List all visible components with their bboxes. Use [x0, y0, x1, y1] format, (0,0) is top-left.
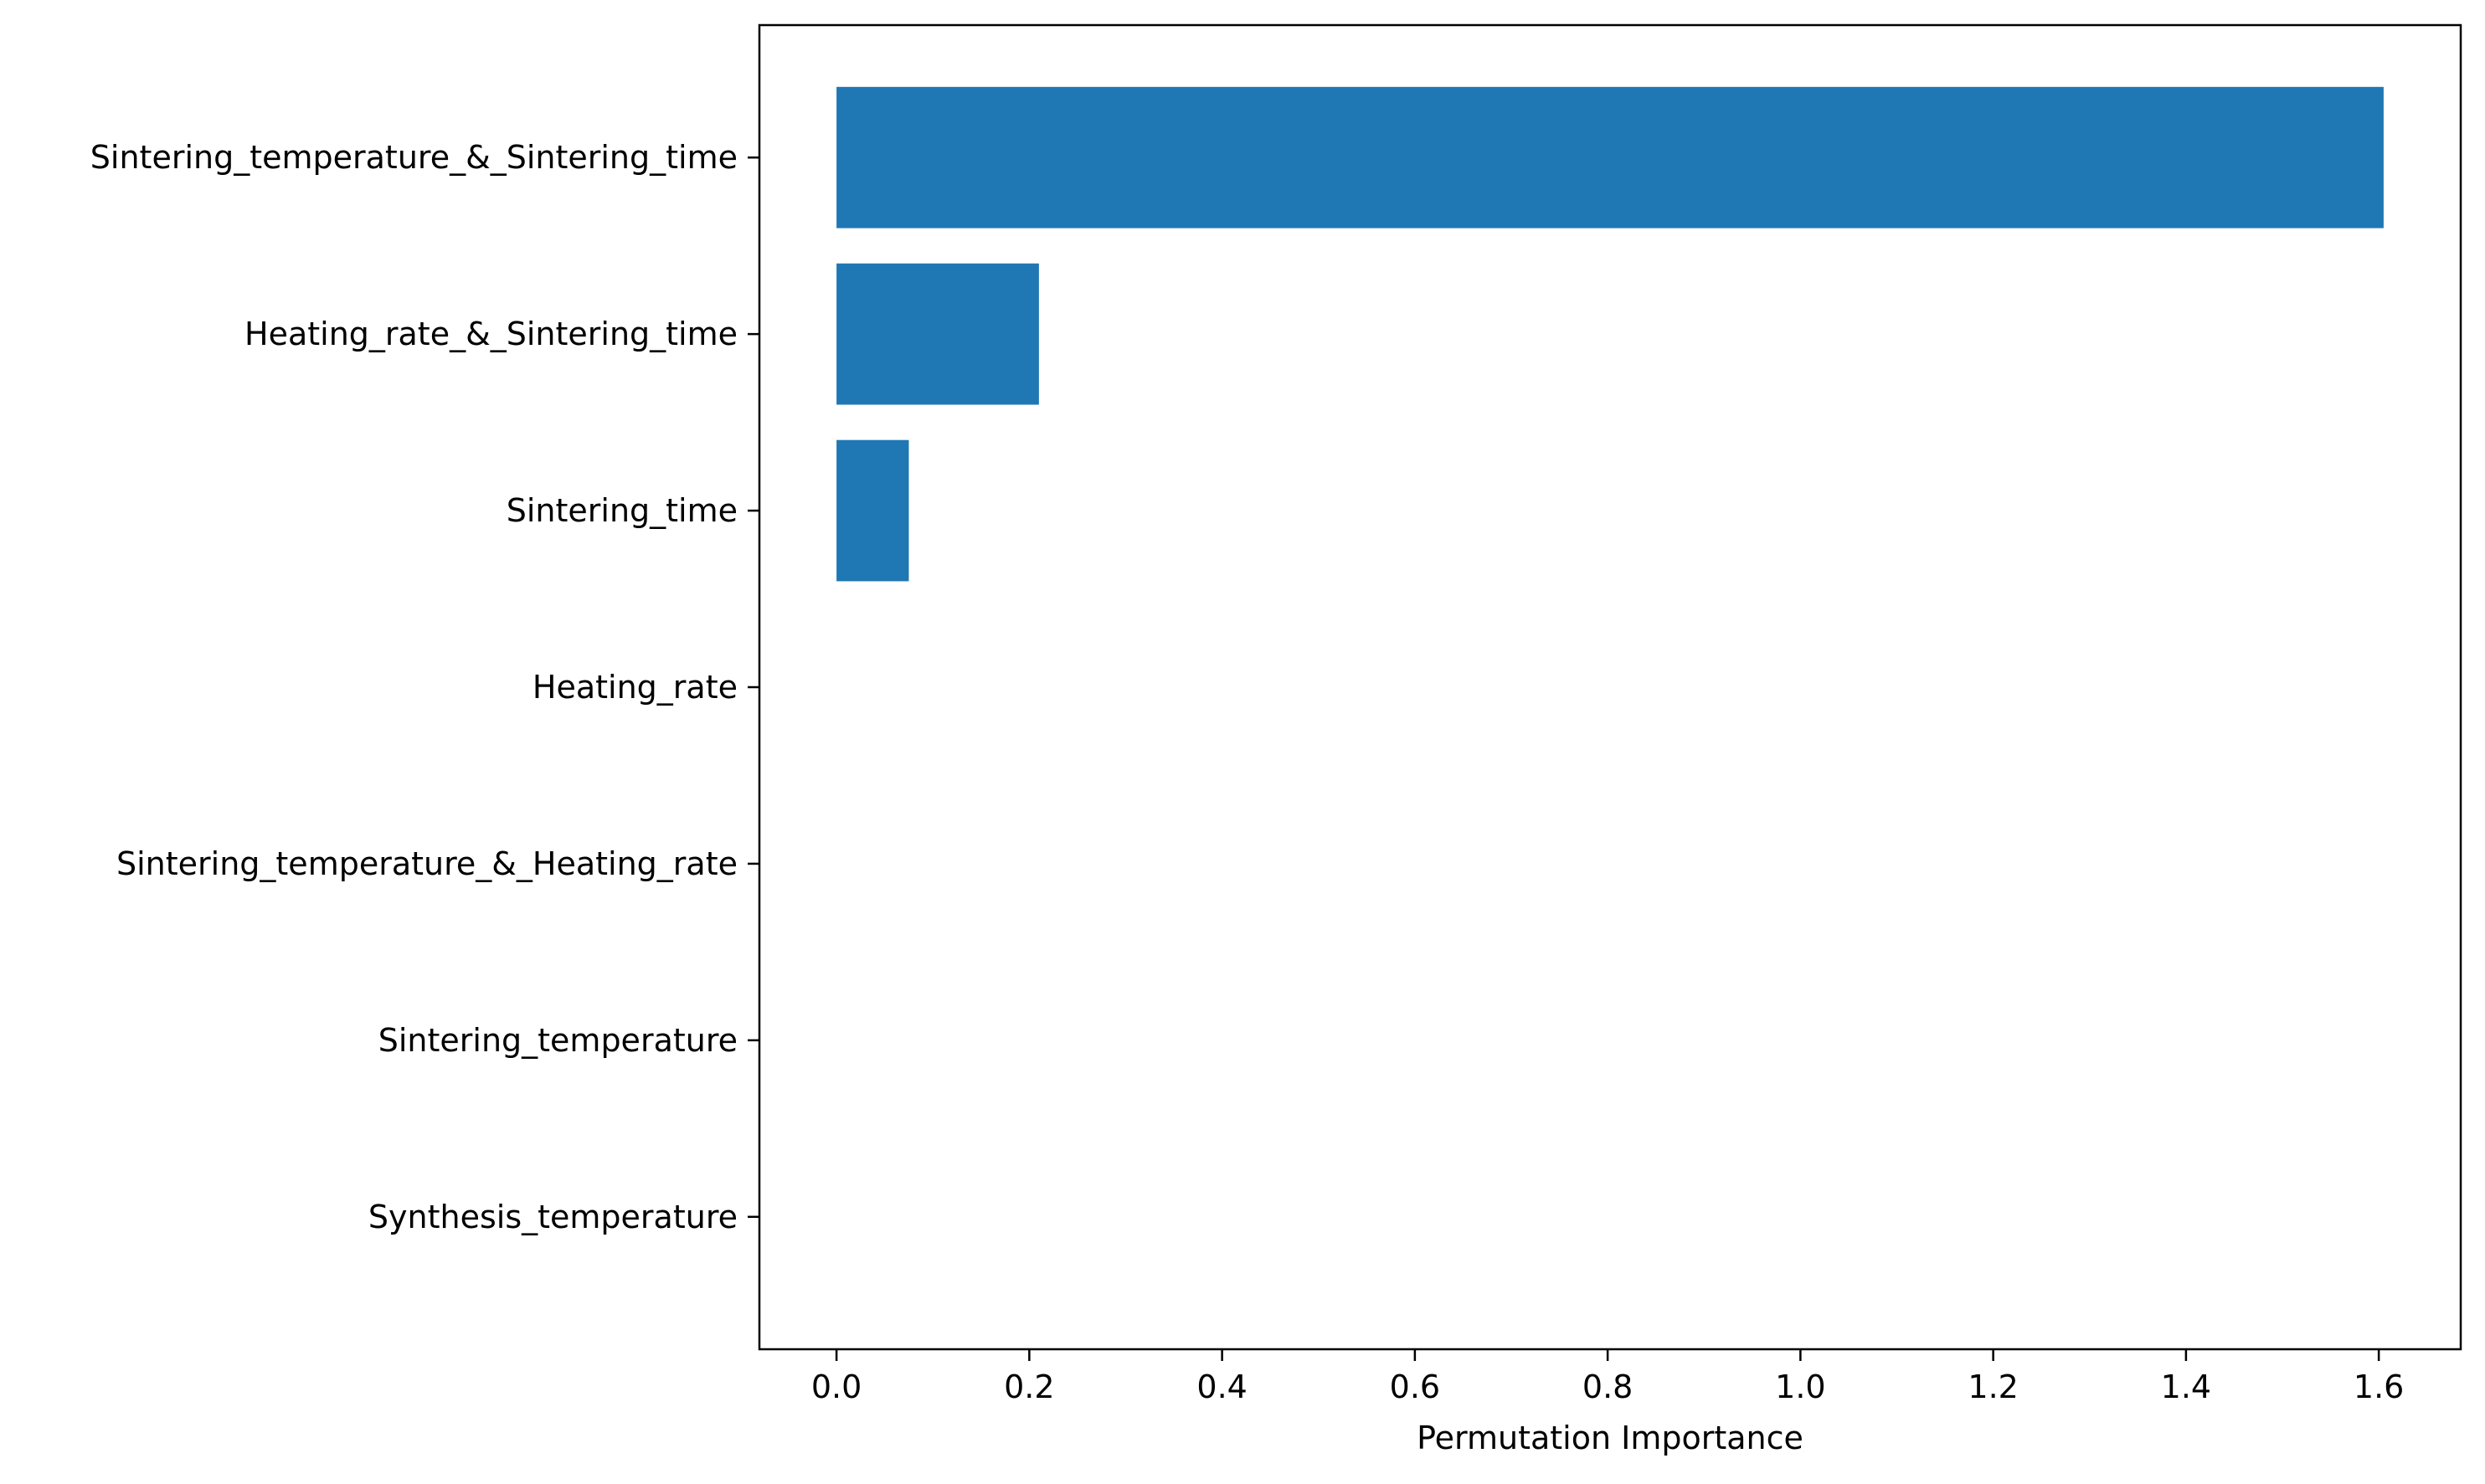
x-tick-label: 0.6: [1390, 1368, 1440, 1405]
y-tick-label: Heating_rate_&_Sintering_time: [244, 316, 738, 352]
bar: [836, 439, 909, 582]
y-tick-label: Synthesis_temperature: [368, 1199, 738, 1235]
y-tick-label: Sintering_time: [507, 492, 738, 529]
x-tick-label: 1.6: [2354, 1368, 2404, 1405]
y-tick-label: Sintering_temperature: [378, 1022, 738, 1059]
x-axis: 0.0 0.2 0.4 0.6 0.8 1.0 1.2 1.4 1.6: [811, 1349, 2404, 1405]
bar: [836, 86, 2384, 229]
bars-layer: [836, 86, 2384, 582]
x-axis-title: Permutation Importance: [1417, 1420, 1803, 1456]
bar: [836, 263, 1039, 405]
y-tick-label: Sintering_temperature_&_Heating_rate: [116, 845, 738, 882]
x-tick-label: 1.4: [2161, 1368, 2211, 1405]
x-tick-label: 0.8: [1582, 1368, 1633, 1405]
y-axis: Sintering_temperature_&_Sintering_time He…: [90, 139, 759, 1235]
x-tick-label: 0.2: [1004, 1368, 1054, 1405]
x-tick-label: 1.2: [1968, 1368, 2018, 1405]
x-tick-label: 0.0: [811, 1368, 862, 1405]
x-tick-label: 0.4: [1196, 1368, 1247, 1405]
x-tick-label: 1.0: [1775, 1368, 1825, 1405]
y-tick-label: Sintering_temperature_&_Sintering_time: [90, 139, 738, 176]
plot-area-background: [759, 25, 2461, 1349]
plot-frame: [758, 23, 2462, 1351]
y-tick-label: Heating_rate: [532, 669, 738, 706]
